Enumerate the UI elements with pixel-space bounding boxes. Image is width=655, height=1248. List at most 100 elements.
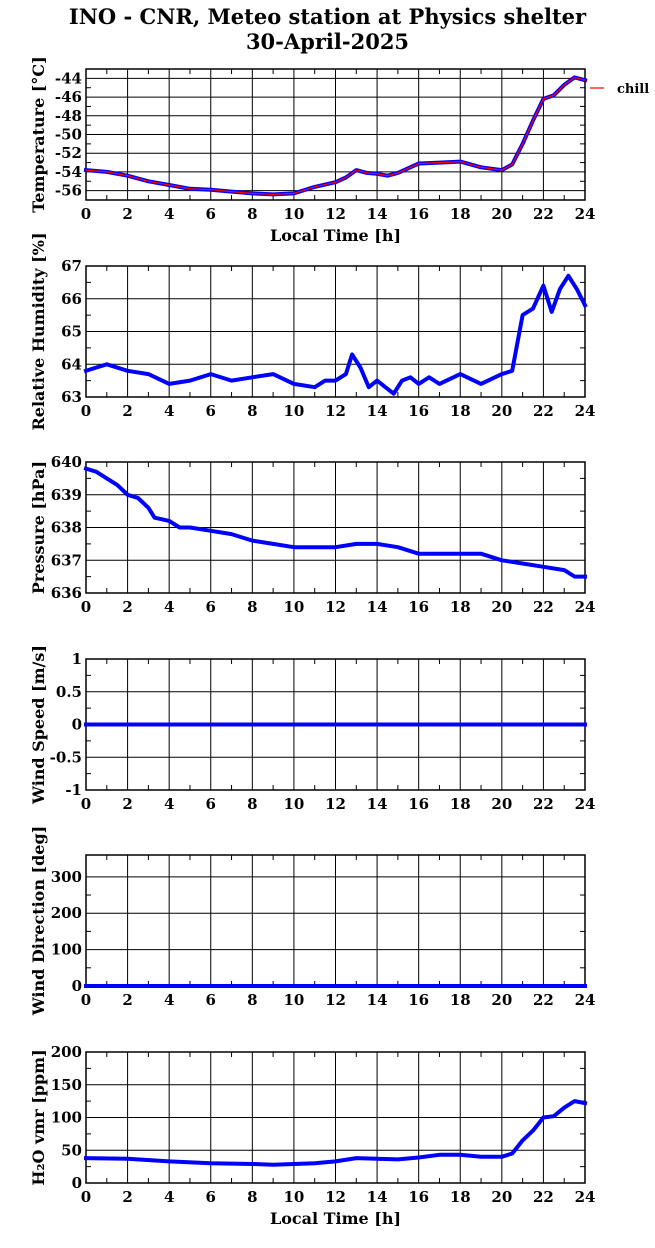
x-tick-label: 24	[575, 795, 596, 813]
y-tick-label: -1	[65, 781, 82, 799]
legend-label-chill: chill	[617, 82, 649, 97]
x-tick-label: 10	[283, 991, 304, 1009]
y-tick-label: 100	[51, 1109, 82, 1127]
x-tick-label: 4	[164, 402, 174, 420]
x-tick-label: 8	[247, 598, 257, 616]
x-tick-label: 14	[367, 991, 388, 1009]
x-tick-label: 18	[450, 991, 471, 1009]
x-tick-label: 2	[122, 1188, 132, 1206]
x-tick-label: 20	[491, 795, 512, 813]
x-tick-label: 8	[247, 402, 257, 420]
x-tick-label: 0	[81, 991, 91, 1009]
y-tick-label: 1	[72, 650, 82, 668]
x-tick-label: 0	[81, 1188, 91, 1206]
x-tick-label: 16	[408, 991, 429, 1009]
panel-humidity: 0 2 4 6 8 10 12 14 16 18 20 22 246364656667Relative …	[29, 232, 595, 430]
x-tick-label: 0	[81, 598, 91, 616]
series-line-chill	[85, 76, 586, 196]
x-tick-label: 4	[164, 795, 174, 813]
x-tick-label: 24	[575, 598, 596, 616]
x-tick-label: 18	[450, 205, 471, 223]
x-tick-label: 10	[283, 598, 304, 616]
x-tick-label: 14	[367, 1188, 388, 1206]
y-tick-label: 63	[61, 388, 82, 406]
y-tick-label: 67	[61, 257, 82, 275]
plot-frame	[85, 1051, 586, 1184]
x-tick-label: 24	[575, 1188, 596, 1206]
x-tick-label: 16	[408, 598, 429, 616]
x-tick-label: 6	[206, 402, 216, 420]
y-tick-label: -54	[55, 163, 82, 181]
x-tick-label: 24	[575, 402, 596, 420]
x-tick-label: 16	[408, 795, 429, 813]
x-tick-label: 22	[533, 795, 554, 813]
panel-temperature: 0 2 4 6 8 10 12 14 16 18 20 22 24-56-54-52-50-48-46-…	[29, 56, 649, 245]
y-tick-label: 300	[51, 868, 82, 886]
x-tick-label: 12	[325, 991, 346, 1009]
x-tick-label: 4	[164, 205, 174, 223]
y-axis-label: Temperature [°C]	[29, 56, 48, 212]
x-tick-label: 12	[325, 598, 346, 616]
x-tick-label: 12	[325, 795, 346, 813]
y-tick-label: 640	[51, 453, 82, 471]
x-tick-label: 8	[247, 795, 257, 813]
y-tick-label: 200	[51, 1043, 82, 1061]
x-tick-label: 2	[122, 991, 132, 1009]
y-tick-label: 50	[61, 1141, 82, 1159]
x-tick-label: 6	[206, 598, 216, 616]
x-tick-label: 2	[122, 402, 132, 420]
chart-title: INO - CNR, Meteo station at Physics shel…	[0, 4, 655, 54]
x-axis-label: Local Time [h]	[270, 226, 401, 245]
x-tick-label: 20	[491, 1188, 512, 1206]
x-tick-label: 6	[206, 991, 216, 1009]
y-tick-label: -50	[55, 126, 82, 144]
plot-frame	[85, 68, 586, 201]
x-tick-label: 0	[81, 795, 91, 813]
x-tick-label: 8	[247, 991, 257, 1009]
y-tick-label: 638	[51, 519, 82, 537]
x-tick-label: 22	[533, 205, 554, 223]
x-tick-label: 20	[491, 402, 512, 420]
x-tick-label: 16	[408, 402, 429, 420]
x-tick-label: 16	[408, 205, 429, 223]
x-tick-label: 20	[491, 205, 512, 223]
x-tick-label: 6	[206, 205, 216, 223]
y-axis-label: Relative Humidity [%]	[29, 232, 48, 430]
y-tick-label: 0	[72, 1174, 82, 1192]
x-tick-label: 20	[491, 598, 512, 616]
series-line-humidity	[83, 273, 588, 396]
y-tick-label: 200	[51, 904, 82, 922]
x-tick-label: 6	[206, 1188, 216, 1206]
y-tick-label: -52	[55, 144, 82, 162]
x-tick-label: 18	[450, 402, 471, 420]
x-tick-label: 22	[533, 991, 554, 1009]
y-tick-label: 66	[61, 290, 82, 308]
x-tick-label: 8	[247, 1188, 257, 1206]
title-line-station: INO - CNR, Meteo station at Physics shel…	[68, 4, 587, 29]
y-tick-label: 150	[51, 1076, 82, 1094]
x-tick-label: 22	[533, 1188, 554, 1206]
x-tick-label: 22	[533, 598, 554, 616]
y-tick-label: 100	[51, 941, 82, 959]
x-axis-label: Local Time [h]	[270, 1209, 401, 1228]
x-tick-label: 8	[247, 205, 257, 223]
x-tick-label: 2	[122, 795, 132, 813]
x-tick-label: 16	[408, 1188, 429, 1206]
plot-frame	[85, 461, 586, 594]
x-tick-label: 14	[367, 795, 388, 813]
x-tick-label: 10	[283, 795, 304, 813]
x-tick-label: 10	[283, 1188, 304, 1206]
x-tick-label: 6	[206, 795, 216, 813]
y-tick-label: 639	[51, 486, 82, 504]
y-axis-label: Wind Speed [m/s]	[29, 645, 48, 805]
series-line-pressure	[83, 466, 587, 579]
y-axis-label: Pressure [hPa]	[29, 461, 48, 594]
x-tick-label: 24	[575, 991, 596, 1009]
y-tick-label: 0	[72, 977, 82, 995]
y-tick-label: 0.5	[56, 683, 82, 701]
x-tick-label: 10	[283, 402, 304, 420]
plot-frame	[85, 265, 586, 398]
